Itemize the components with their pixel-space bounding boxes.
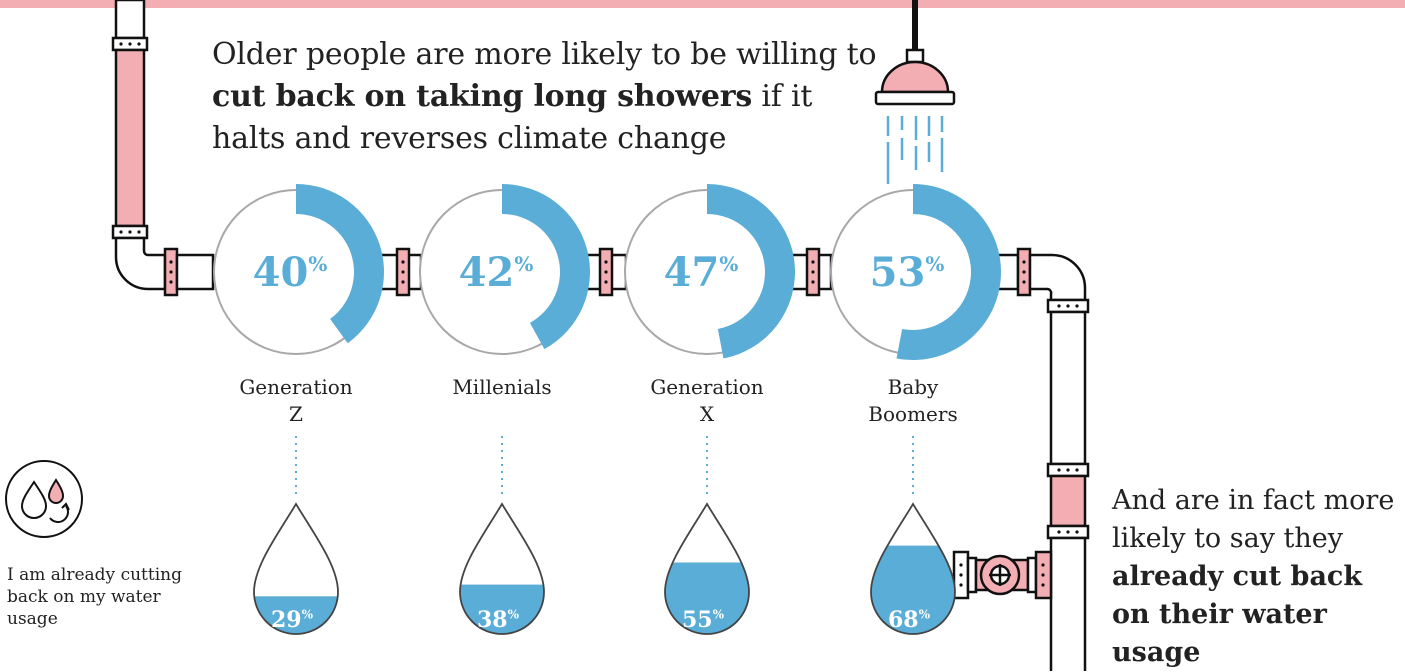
donut-arc: [502, 184, 591, 350]
left-pipe-bolts: [119, 42, 173, 284]
drop-value-label: 55%: [682, 607, 725, 633]
side-note: And are in fact more likely to say they …: [1112, 482, 1402, 672]
category-label: Generation Z: [239, 375, 352, 426]
drop-value-label: 38%: [477, 607, 520, 633]
donut-1: 40% Generation Z: [213, 184, 384, 494]
donut-3: 47% Generation X: [624, 184, 795, 494]
drop-outline: [459, 502, 545, 635]
drop-2: 38%: [459, 502, 545, 635]
category-label: Baby Boomers: [868, 375, 957, 426]
donut-charts: 40% Generation Z 42% Millenials 47% Generation…: [213, 184, 1001, 494]
donut-arc: [707, 184, 795, 359]
drop-1: 29%: [253, 502, 339, 635]
water-stream-icon: [886, 116, 944, 184]
shower-head-icon: [874, 0, 956, 184]
side-note-part-1: And are in fact more likely to say they: [1112, 485, 1395, 554]
connector-bolts: [401, 260, 1026, 284]
drop-outline: [664, 502, 750, 635]
donut-value-label: 53%: [870, 249, 945, 296]
connector-pipes: [175, 247, 1087, 302]
donut-4: 53% Baby Boomers: [830, 184, 1001, 494]
donut-arc: [296, 184, 384, 344]
right-pipe-bolts: [1057, 304, 1079, 534]
valve-bolts: [959, 563, 1045, 587]
valve: [952, 550, 1053, 600]
left-pipe: [111, 0, 179, 297]
drop-fill: [665, 562, 749, 634]
donut-arc: [896, 184, 1001, 361]
drop-3: 55%: [664, 502, 750, 635]
side-note-bold: already cut back on their water usage: [1112, 561, 1363, 668]
drop-value-label: 68%: [888, 607, 931, 633]
donut-value-label: 47%: [664, 249, 739, 296]
headline-bold: cut back on taking long showers: [212, 79, 753, 114]
right-pipe: [1046, 298, 1090, 671]
category-label: Millenials: [452, 375, 551, 399]
drop-outline: [253, 502, 339, 635]
drop-4: 68%: [870, 502, 956, 635]
legend-text: I am already cutting back on my water us…: [7, 565, 182, 629]
category-label: Generation X: [650, 375, 763, 426]
headline-part-2: if it halts and reverses climate change: [212, 79, 813, 156]
headline-part-1: Older people are more likely to be willi…: [212, 37, 877, 72]
donut-value-label: 42%: [459, 249, 534, 296]
drop-value-label: 29%: [271, 607, 314, 633]
drop-fill: [871, 545, 955, 634]
donut-2: 42% Millenials: [419, 184, 591, 494]
water-drops-recycle-icon: [5, 460, 83, 538]
donut-value-label: 40%: [253, 249, 328, 296]
drop-charts: 29% 38% 55% 68%: [253, 502, 956, 635]
top-banner: [0, 0, 1405, 8]
drop-outline: [870, 502, 956, 635]
headline: Older people are more likely to be willi…: [212, 34, 892, 160]
